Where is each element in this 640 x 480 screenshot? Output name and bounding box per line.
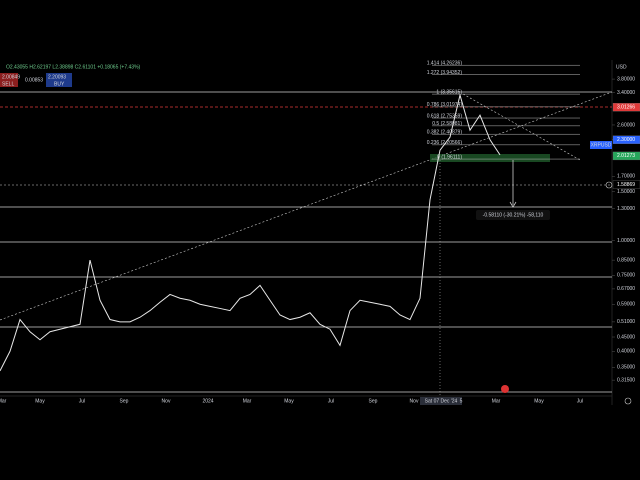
y-tick-label: 0.75000 xyxy=(617,273,635,279)
fib-label: 0.236 (2.20566) xyxy=(427,140,463,146)
price-line xyxy=(0,93,501,372)
price-tag xyxy=(612,103,640,112)
fib-label: 0.5 (2.58081) xyxy=(432,121,462,127)
x-tick-label: Mar xyxy=(0,398,7,404)
symbol: XRPUSD xyxy=(591,142,612,148)
y-tick-label: 0.31500 xyxy=(617,377,635,383)
fib-label: 0 (1.96111) xyxy=(437,154,462,160)
y-tick-label: 1.50000 xyxy=(617,189,635,195)
y-tick-label: 0.45000 xyxy=(617,334,635,340)
settings-icon[interactable] xyxy=(624,397,632,405)
buy-price: 2.20093 xyxy=(48,74,66,80)
x-tick-label: 5 xyxy=(460,398,463,404)
y-tick-label: 1.30000 xyxy=(617,206,635,212)
symbol-tag xyxy=(590,141,612,149)
sell-button[interactable] xyxy=(0,73,18,87)
y-tick-label: 0.35000 xyxy=(617,365,635,371)
y-tick-label: 0.67000 xyxy=(617,286,635,292)
x-tick-label: Mar xyxy=(243,398,252,404)
buy-label: BUY xyxy=(54,81,65,87)
y-tick-label: 1.70000 xyxy=(617,174,635,180)
y-tick-label: 3.40000 xyxy=(617,90,635,96)
fib-label: 1 (3.35615) xyxy=(436,89,462,95)
price-tag-label: 1.58869 xyxy=(617,182,635,188)
y-tick-label: 0.40000 xyxy=(617,349,635,355)
price-tag-label: 2.30000 xyxy=(617,137,635,143)
x-tick-label: Mar xyxy=(492,398,501,404)
x-tick-label: Sep xyxy=(120,398,129,404)
x-tick-label: May xyxy=(284,398,294,404)
x-tick-label: Jul xyxy=(577,398,583,404)
fib-zone xyxy=(430,154,550,162)
x-tick-label: May xyxy=(534,398,544,404)
price-tag-label: 3.01266 xyxy=(617,104,635,110)
spread: 0.00853 xyxy=(25,77,43,83)
x-tick-label: Jul xyxy=(328,398,334,404)
x-tick-label: 2024 xyxy=(202,398,213,404)
currency: USD xyxy=(616,64,627,70)
price-tag-label: 2.01273 xyxy=(617,153,635,159)
x-tick-label: Nov xyxy=(410,398,419,404)
fib-label: 1.414 (4.26236) xyxy=(427,61,463,67)
fib-label: 0.382 (2.40879) xyxy=(427,130,463,136)
y-tick-label: 3.80000 xyxy=(617,76,635,82)
y-tick-label: 0.51000 xyxy=(617,319,635,325)
x-tick-label: Sep xyxy=(369,398,378,404)
trend-line xyxy=(0,91,613,321)
x-tick-label: May xyxy=(35,398,45,404)
fib-label: 0.618 (2.75359) xyxy=(427,113,463,119)
y-tick-label: 0.85000 xyxy=(617,257,635,263)
sell-price: 2.00849 xyxy=(2,74,20,80)
fib-label: 1.272 (3.94352) xyxy=(427,70,463,76)
price-tag xyxy=(612,151,640,161)
date-pill xyxy=(420,397,462,405)
measure-label: -0.58110 (-30.21%) -58,110 xyxy=(483,212,544,218)
crosshair-date: Sat 07 Dec '24 xyxy=(425,398,458,404)
buy-button[interactable] xyxy=(46,73,72,87)
y-tick-label: 1.00000 xyxy=(617,238,635,244)
chart-bg xyxy=(0,60,640,405)
sell-label: SELL xyxy=(2,81,14,87)
add-icon[interactable] xyxy=(605,181,613,189)
price-tag xyxy=(612,135,640,144)
event-icon[interactable] xyxy=(501,385,509,393)
measure-box xyxy=(476,210,550,220)
ohlc: O2.43055 H2.62197 L2.38898 C2.61101 +0.1… xyxy=(6,64,141,70)
y-tick-label: 2.60000 xyxy=(617,122,635,128)
fib-label: 0.786 (3.01974) xyxy=(427,102,463,108)
x-tick-label: Jul xyxy=(79,398,85,404)
measure-arrow xyxy=(509,201,517,208)
x-tick-label: Nov xyxy=(162,398,171,404)
y-tick-label: 0.59000 xyxy=(617,302,635,308)
price-tag xyxy=(612,180,640,189)
